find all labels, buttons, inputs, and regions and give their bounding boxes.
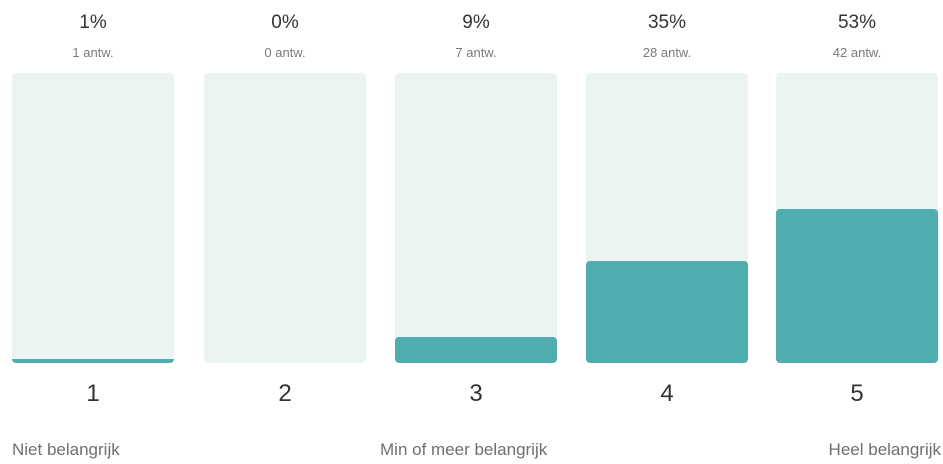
count-label: 0 antw. — [264, 45, 306, 60]
bar — [776, 209, 938, 363]
bar-track — [586, 73, 748, 363]
percent-label: 9% — [462, 12, 490, 33]
scale-label-low: Niet belangrijk — [12, 440, 120, 459]
bar-track — [395, 73, 557, 363]
category-label: 3 — [469, 380, 483, 407]
category-label: 4 — [660, 380, 674, 407]
category-label: 1 — [86, 380, 100, 407]
count-label: 42 antw. — [832, 45, 882, 60]
count-label: 28 antw. — [642, 45, 692, 60]
count-label: 1 antw. — [72, 45, 114, 60]
count-label: 7 antw. — [455, 45, 497, 60]
percent-label: 35% — [647, 12, 687, 33]
bar — [12, 359, 174, 363]
percent-label: 1% — [79, 12, 107, 33]
category-label: 2 — [278, 380, 292, 407]
bar-track — [12, 73, 174, 363]
scale-label-mid: Min of meer belangrijk — [380, 440, 548, 459]
bar — [586, 261, 748, 363]
bar — [395, 337, 557, 363]
percent-label: 53% — [837, 12, 877, 33]
scale-label-high: Heel belangrijk — [828, 440, 941, 459]
bar-track — [776, 73, 938, 363]
bar-track — [204, 73, 366, 363]
category-label: 5 — [850, 380, 864, 407]
percent-label: 0% — [271, 12, 299, 33]
